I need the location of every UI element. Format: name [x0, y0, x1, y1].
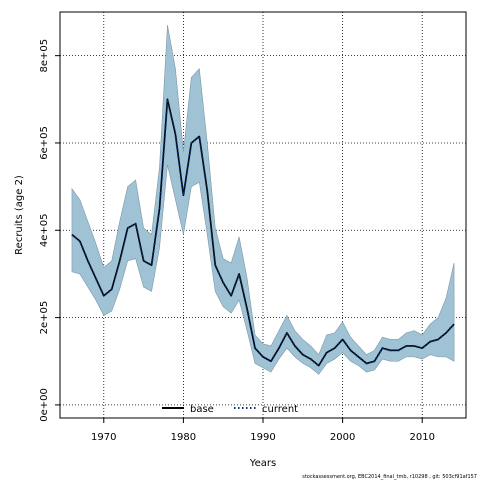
series-layer	[71, 98, 455, 367]
x-axis: 1970 1980 1990 2000 2010	[91, 418, 435, 443]
x-tick-label: 1970	[91, 432, 116, 443]
x-tick-label: 1990	[250, 432, 275, 443]
x-tick-label: 2010	[409, 432, 434, 443]
legend: base current	[162, 404, 298, 415]
y-tick-label: 8e+05	[39, 39, 50, 73]
y-tick-label: 0e+00	[39, 388, 50, 422]
x-tick-label: 2000	[330, 432, 355, 443]
x-axis-title: Years	[249, 458, 276, 469]
y-tick-label: 4e+05	[39, 213, 50, 247]
legend-current-label: current	[262, 404, 298, 415]
legend-base-label: base	[190, 404, 214, 415]
footer-note: stockassessment.org, EBC2014_final_tmb, …	[302, 474, 477, 480]
y-axis-title: Recruits (age 2)	[14, 175, 25, 255]
y-axis: 0e+00 2e+05 4e+05 6e+05 8e+05	[39, 39, 60, 422]
x-tick-label: 1980	[171, 432, 196, 443]
y-tick-label: 2e+05	[39, 301, 50, 335]
y-tick-label: 6e+05	[39, 126, 50, 160]
series-line-current	[71, 98, 455, 367]
